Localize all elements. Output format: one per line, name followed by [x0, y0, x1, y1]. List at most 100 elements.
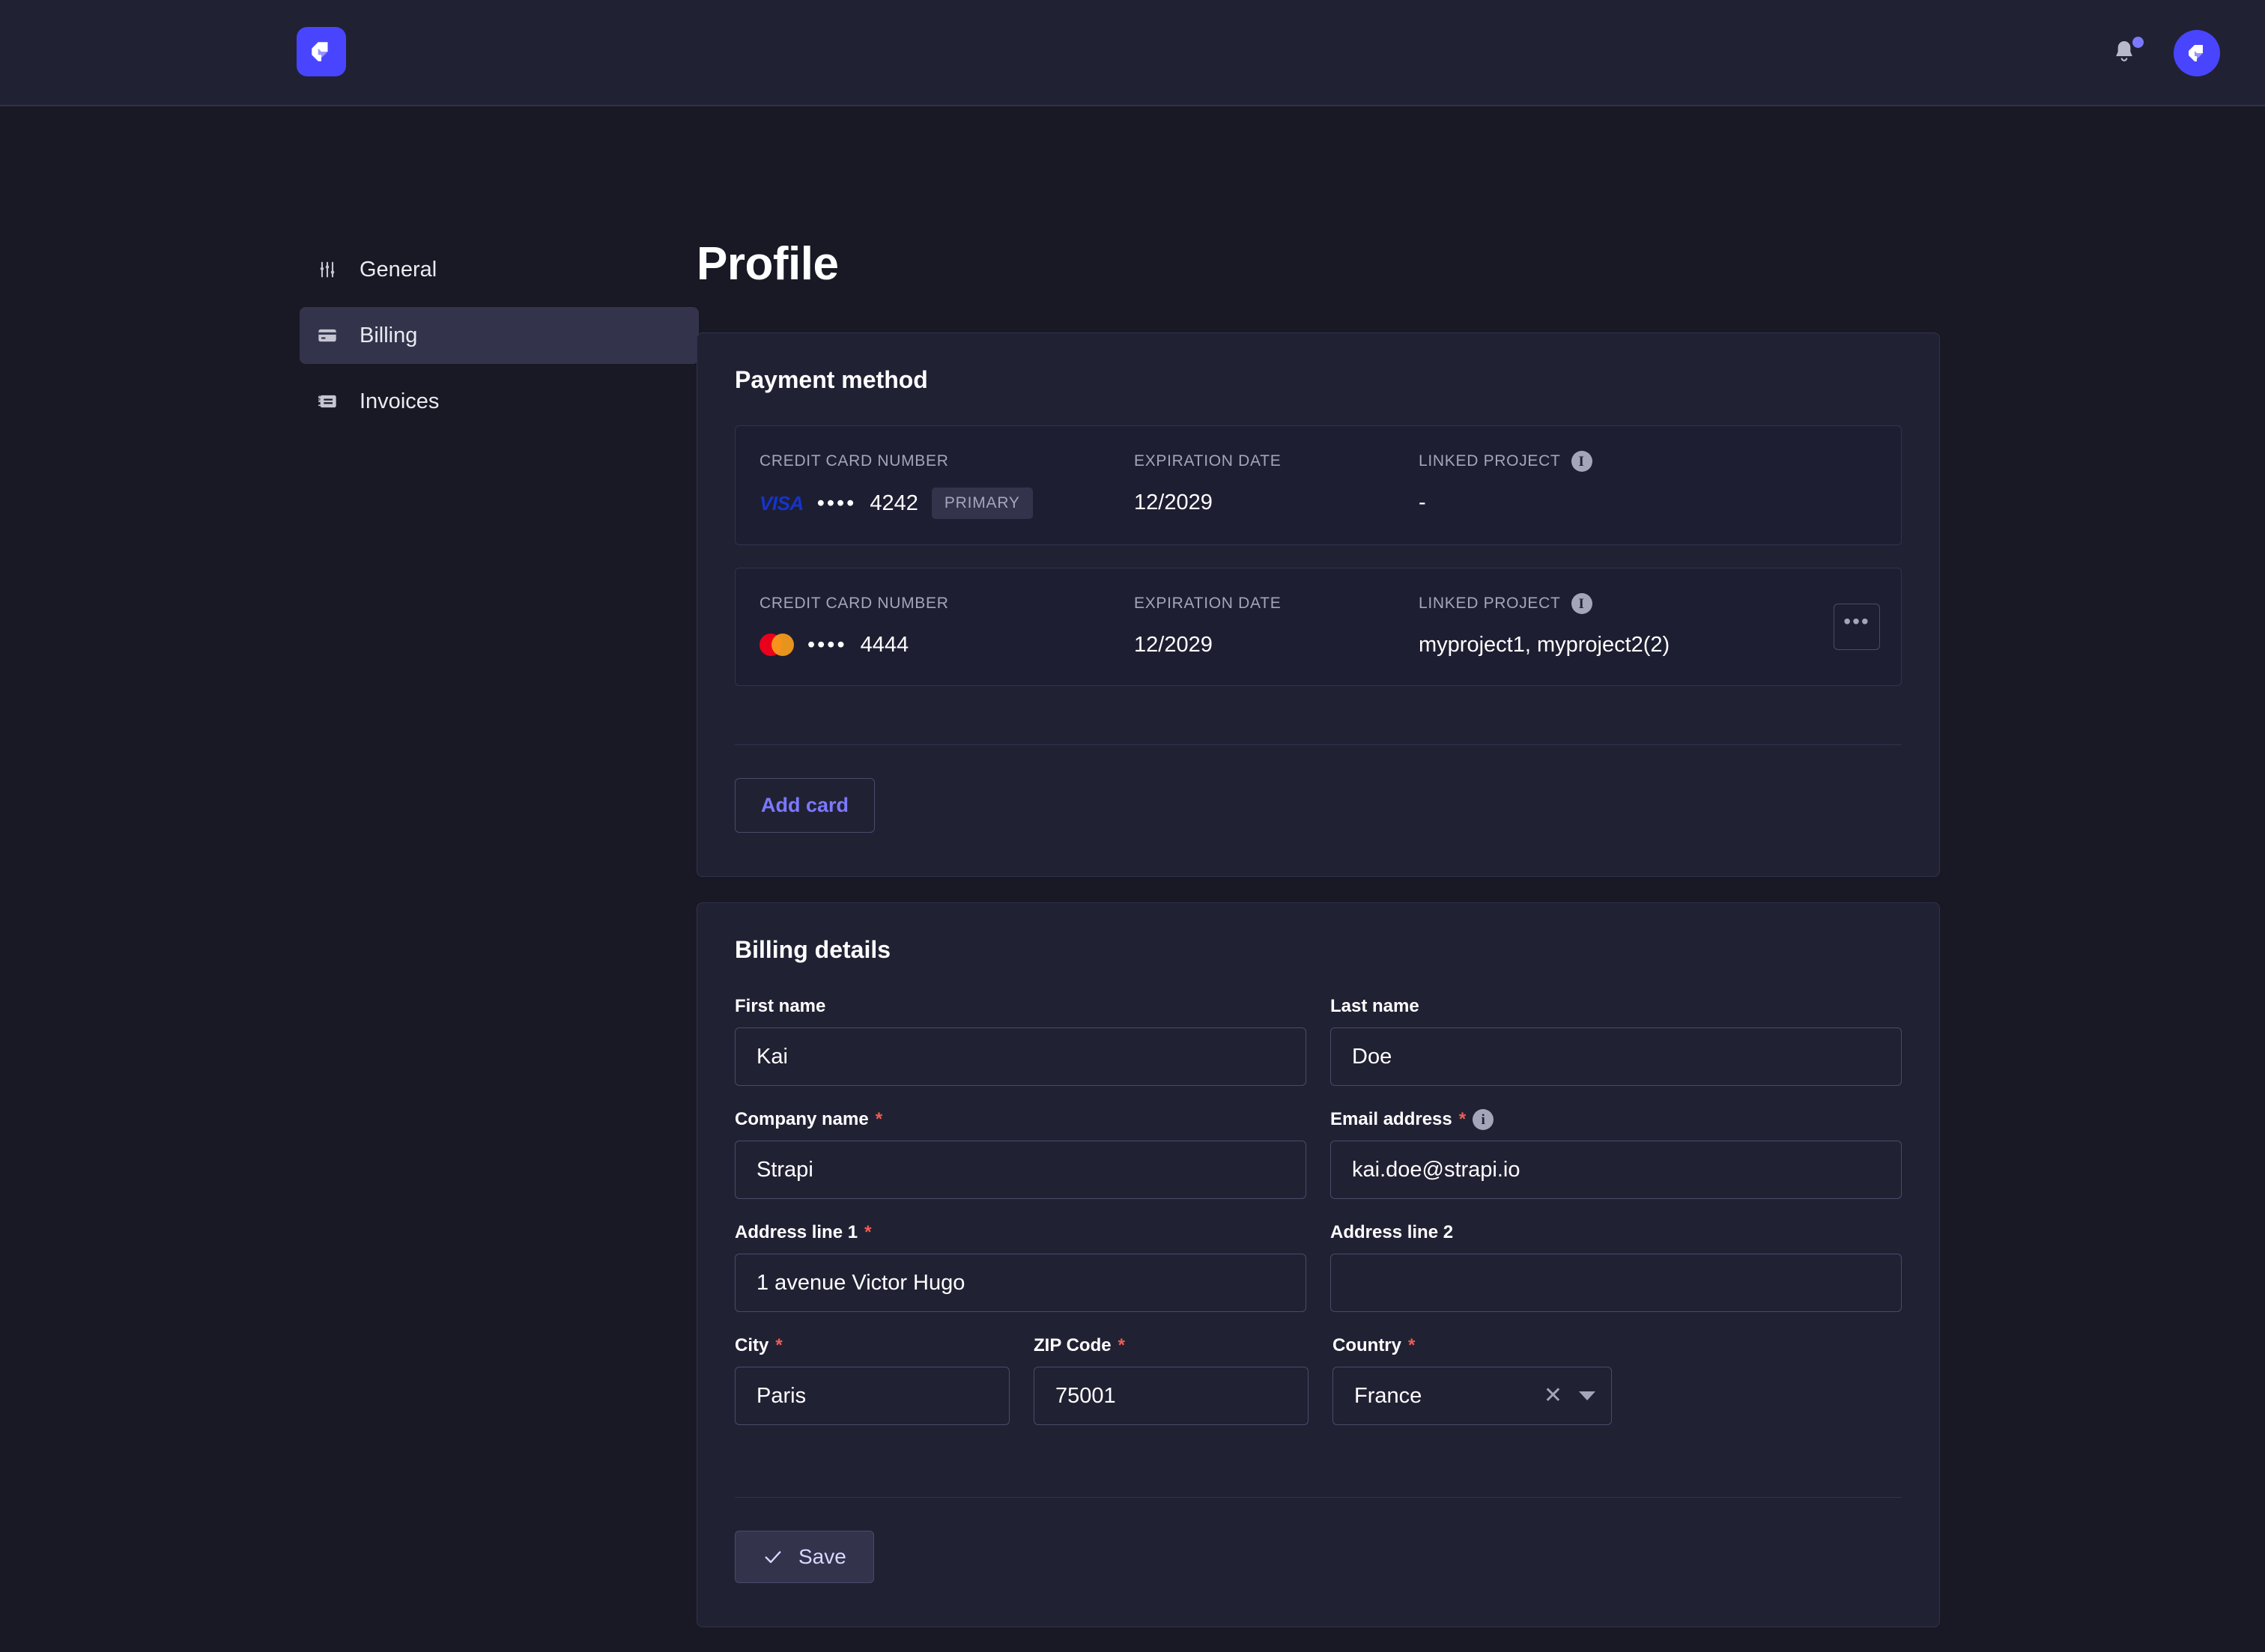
form-row-city-zip-country: City * ZIP Code * Coun	[735, 1334, 1902, 1425]
first-name-input[interactable]	[735, 1027, 1306, 1086]
required-marker: *	[775, 1335, 783, 1355]
last-name-label-text: Last name	[1330, 996, 1419, 1016]
last-name-field: Last name	[1330, 995, 1902, 1086]
billing-divider	[735, 1497, 1902, 1498]
invoice-icon: $	[316, 390, 339, 413]
zip-code-label-text: ZIP Code	[1034, 1335, 1112, 1355]
country-select-actions: ✕	[1544, 1367, 1595, 1425]
country-select[interactable]: ✕	[1332, 1367, 1612, 1425]
card-last4: 4444	[860, 632, 909, 657]
email-label-text: Email address	[1330, 1109, 1452, 1129]
billing-details-title: Billing details	[735, 936, 891, 963]
first-name-field: First name	[735, 995, 1306, 1086]
required-marker: *	[1408, 1335, 1416, 1355]
company-name-input[interactable]	[735, 1141, 1306, 1199]
first-name-label-text: First name	[735, 996, 826, 1016]
sidebar-item-label: Invoices	[360, 389, 440, 413]
payment-card-row[interactable]: CREDIT CARD NUMBER VISA •••• 4242 PRIMAR…	[735, 425, 1902, 545]
linked-project-header: LINKED PROJECT i	[1419, 593, 1877, 614]
linked-project-header: LINKED PROJECT i	[1419, 451, 1877, 472]
user-avatar-icon[interactable]	[2174, 30, 2220, 76]
billing-details-panel: Billing details First name Last name	[697, 902, 1940, 1627]
required-marker: *	[875, 1109, 883, 1129]
last-name-label: Last name	[1330, 995, 1902, 1018]
save-button[interactable]: Save	[735, 1531, 874, 1583]
linked-project-value: -	[1419, 490, 1426, 514]
info-icon[interactable]: i	[1571, 593, 1592, 614]
add-card-button[interactable]: Add card	[735, 778, 876, 833]
sidebar-item-general[interactable]: General	[300, 241, 699, 298]
address-line-1-label-text: Address line 1	[735, 1222, 858, 1242]
city-label-text: City	[735, 1335, 769, 1355]
bell-icon	[2116, 41, 2132, 61]
primary-badge: PRIMARY	[931, 488, 1033, 519]
card-number-value: •••• 4444	[759, 630, 1134, 660]
email-input[interactable]	[1330, 1141, 1902, 1199]
expiration-header: EXPIRATION DATE	[1134, 452, 1282, 470]
required-marker: *	[1458, 1109, 1467, 1129]
country-field: Country * ✕	[1332, 1334, 1612, 1425]
payment-card-row[interactable]: CREDIT CARD NUMBER •••• 4444 EXPIRATION …	[735, 568, 1902, 686]
form-row-names: First name Last name	[735, 995, 1902, 1086]
card-number-value: VISA •••• 4242 PRIMARY	[759, 488, 1134, 519]
card-mask-dots: ••••	[816, 491, 857, 515]
address-line-2-field: Address line 2	[1330, 1221, 1902, 1312]
address-line-1-input[interactable]	[735, 1254, 1306, 1312]
linked-project-column: LINKED PROJECT i -	[1419, 451, 1877, 517]
email-label: Email address * i	[1330, 1108, 1902, 1131]
zip-code-input[interactable]	[1034, 1367, 1309, 1425]
sidebar-item-label: General	[360, 257, 437, 282]
save-button-label: Save	[798, 1545, 846, 1568]
card-mask-dots: ••••	[807, 632, 847, 657]
company-name-label: Company name *	[735, 1108, 1306, 1131]
info-icon[interactable]: i	[1571, 451, 1592, 472]
check-icon	[765, 1551, 781, 1564]
zip-code-label: ZIP Code *	[1034, 1334, 1309, 1357]
clear-icon[interactable]: ✕	[1543, 1383, 1562, 1408]
linked-project-header-text: LINKED PROJECT	[1419, 595, 1561, 612]
sidebar-item-invoices[interactable]: $ Invoices	[300, 373, 699, 430]
payment-panel-footer: Add card	[735, 745, 1902, 876]
chevron-down-icon[interactable]	[1579, 1391, 1595, 1400]
card-number-column: CREDIT CARD NUMBER VISA •••• 4242 PRIMAR…	[759, 452, 1134, 519]
address-line-1-label: Address line 1 *	[735, 1221, 1306, 1244]
linked-project-value: myproject1, myproject2(2)	[1419, 632, 1670, 657]
billing-panel-footer: Save	[735, 1498, 1902, 1627]
country-select-value[interactable]	[1332, 1367, 1612, 1425]
info-icon[interactable]: i	[1473, 1109, 1494, 1130]
sidebar-item-billing[interactable]: Billing	[300, 307, 699, 364]
main-content: Profile Payment method CREDIT CARD NUMBE…	[697, 106, 2265, 1627]
email-field: Email address * i	[1330, 1108, 1902, 1199]
address-line-1-field: Address line 1 *	[735, 1221, 1306, 1312]
top-bar-actions	[2109, 0, 2220, 106]
notification-badge-dot	[2132, 37, 2144, 48]
company-name-field: Company name *	[735, 1108, 1306, 1199]
city-label: City *	[735, 1334, 1010, 1357]
expiration-column: EXPIRATION DATE 12/2029	[1134, 452, 1419, 517]
page-title: Profile	[697, 238, 839, 290]
credit-card-icon	[316, 324, 339, 347]
form-row-address: Address line 1 * Address line 2	[735, 1221, 1902, 1312]
country-label-text: Country	[1332, 1335, 1401, 1355]
address-line-2-label-text: Address line 2	[1330, 1222, 1454, 1242]
linked-project-column: LINKED PROJECT i myproject1, myproject2(…	[1419, 593, 1877, 660]
sliders-icon	[316, 258, 339, 281]
payment-method-panel: Payment method CREDIT CARD NUMBER VISA •…	[697, 332, 1940, 877]
last-name-input[interactable]	[1330, 1027, 1902, 1086]
payment-method-title: Payment method	[735, 366, 928, 393]
settings-sidebar: General Billing $	[0, 106, 699, 1627]
top-bar	[0, 0, 2265, 106]
expiration-value: 12/2029	[1134, 632, 1213, 657]
country-label: Country *	[1332, 1334, 1612, 1357]
form-row-company-email: Company name * Email address * i	[735, 1108, 1902, 1199]
notifications-button[interactable]	[2109, 37, 2144, 70]
billing-form: First name Last name Company na	[735, 995, 1902, 1451]
card-actions-menu-button[interactable]: •••	[1834, 604, 1880, 650]
strapi-logo-icon[interactable]	[297, 27, 346, 76]
visa-logo-icon: VISA	[759, 491, 804, 514]
panel-divider	[735, 744, 1902, 745]
required-marker: *	[864, 1222, 872, 1242]
required-marker: *	[1118, 1335, 1125, 1355]
address-line-2-input[interactable]	[1330, 1254, 1902, 1312]
city-input[interactable]	[735, 1367, 1010, 1425]
